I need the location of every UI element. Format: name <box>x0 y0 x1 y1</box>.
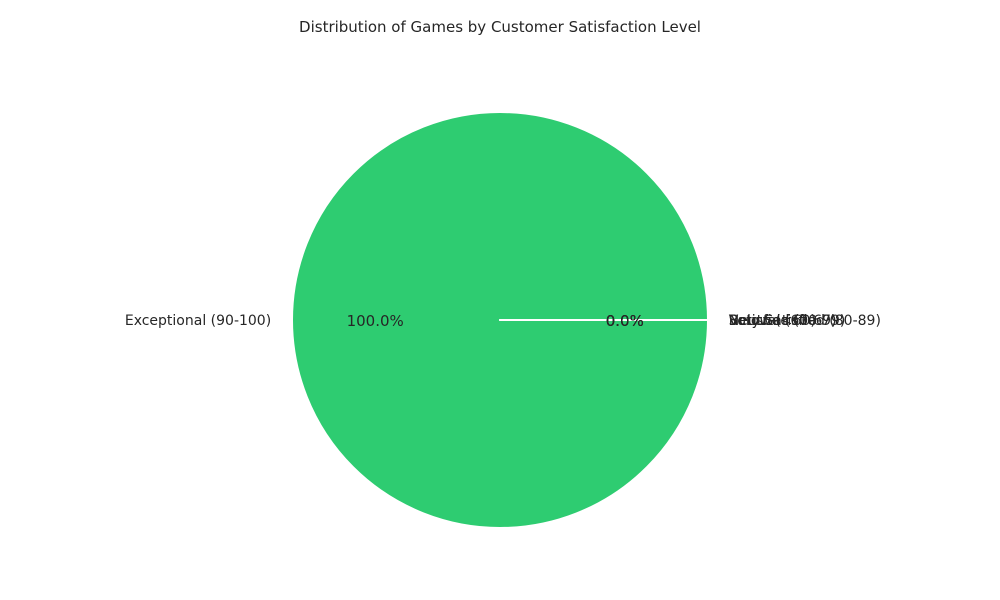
slice-percent-satisfied-70-79: 0.0% <box>606 312 644 330</box>
pie-labels: Exceptional (90-100) 100.0% Very Satisfied… <box>125 312 881 330</box>
slice-label-neutral-60-69: Neutral (60-69) <box>729 313 837 329</box>
slice-label-very-satisfied-80-89: Very Satisfied (80-89) <box>729 313 881 329</box>
slice-percent-very-satisfied-80-89: 0.0% <box>606 312 644 330</box>
chart-title: Distribution of Games by Customer Satisf… <box>299 18 701 36</box>
slice-label-below-60: Below (<60) <box>729 313 816 329</box>
slice-label-exceptional-90-100: Exceptional (90-100) <box>125 313 271 329</box>
slice-percent-exceptional-90-100: 100.0% <box>347 312 404 330</box>
pie-slices <box>291 111 709 529</box>
slice-label-satisfied-70-79: Satisfied (70-79) <box>729 313 846 329</box>
slice-percent-below-60: 0.0% <box>606 312 644 330</box>
slice-percent-neutral-60-69: 0.0% <box>606 312 644 330</box>
